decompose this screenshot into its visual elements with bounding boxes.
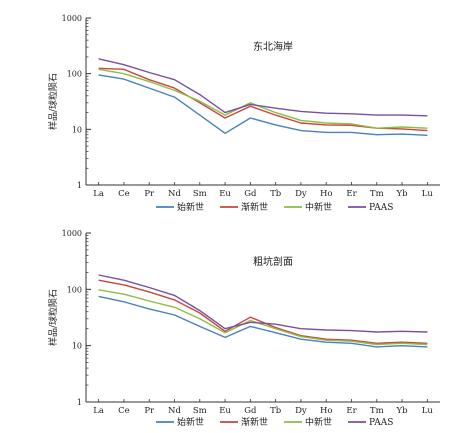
x-tick-label-lu: Lu	[422, 189, 434, 199]
legend-label: 中新世	[305, 201, 332, 213]
series-line-1	[98, 279, 428, 344]
y-axis-label: 样品/球粒陨石	[47, 73, 59, 130]
x-tick-label-gd: Gd	[244, 189, 257, 199]
x-tick-label-tb: Tb	[270, 406, 282, 416]
x-tick-label-lu: Lu	[422, 406, 434, 416]
legend-entry-1: 渐新世	[220, 416, 268, 428]
x-tick-label-nd: Nd	[168, 406, 181, 416]
legend-entry-3: PAAS	[348, 418, 393, 428]
series-line-2	[98, 68, 428, 129]
x-tick-label-sm: Sm	[193, 189, 207, 199]
y-axis-label: 样品/球粒陨石	[47, 289, 59, 346]
x-tick-label-dy: Dy	[295, 406, 307, 416]
legend-entry-1: 渐新世	[220, 201, 268, 213]
legend-label: PAAS	[369, 203, 393, 213]
legend-label: 渐新世	[241, 201, 268, 213]
series-line-2	[98, 289, 428, 346]
legend-entry-2: 中新世	[284, 201, 332, 213]
x-tick-label-sm: Sm	[193, 406, 207, 416]
x-tick-label-yb: Yb	[396, 406, 409, 416]
x-tick-label-tm: Tm	[370, 189, 384, 199]
legend-label: PAAS	[369, 418, 393, 428]
legend-label: 渐新世	[241, 416, 268, 428]
x-tick-label-er: Er	[346, 406, 357, 416]
legend-label: 始新世	[177, 416, 204, 428]
x-tick-label-pr: Pr	[144, 189, 155, 199]
legend-label: 中新世	[305, 416, 332, 428]
x-tick-label-ce: Ce	[118, 406, 130, 416]
x-tick-label-nd: Nd	[168, 189, 181, 199]
legend-entry-0: 始新世	[156, 201, 204, 213]
x-tick-label-ho: Ho	[320, 406, 333, 416]
x-tick-label-eu: Eu	[219, 189, 231, 199]
series-line-3	[98, 58, 428, 117]
x-tick-label-ce: Ce	[118, 189, 130, 199]
y-tick-label: 10	[72, 125, 82, 134]
legend-entry-0: 始新世	[156, 416, 204, 428]
panel-title: 粗坑剖面	[253, 255, 293, 268]
y-tick-label: 1000	[62, 229, 82, 238]
x-tick-label-ho: Ho	[320, 189, 333, 199]
x-tick-label-tb: Tb	[270, 189, 282, 199]
x-tick-label-yb: Yb	[396, 189, 409, 199]
x-tick-label-dy: Dy	[295, 189, 307, 199]
x-tick-label-la: La	[93, 406, 104, 416]
x-tick-label-pr: Pr	[144, 406, 155, 416]
series-line-3	[98, 274, 428, 333]
legend-label: 始新世	[177, 201, 204, 213]
y-tick-label: 1	[77, 398, 82, 407]
y-tick-label: 1	[77, 181, 82, 190]
x-tick-label-gd: Gd	[244, 406, 257, 416]
x-tick-label-eu: Eu	[219, 406, 231, 416]
legend-entry-3: PAAS	[348, 203, 393, 213]
series-line-0	[98, 74, 428, 136]
panel-cukeng-section: 1 10 100 1000 La Ce Pr Nd Sm Eu Gd Tb Dy Ho Er Tm Yb Lu 样品…	[47, 229, 440, 428]
y-tick-label: 100	[67, 285, 82, 294]
panel-title: 东北海岸	[253, 40, 293, 53]
legend-entry-2: 中新世	[284, 416, 332, 428]
x-tick-label-tm: Tm	[370, 406, 384, 416]
panel-northeast-coast: 1 10 100 1000 La Ce Pr Nd Sm Eu Gd Tb Dy Ho Er Tm Yb Lu 样品…	[47, 14, 440, 213]
x-tick-label-la: La	[93, 189, 104, 199]
x-tick-label-er: Er	[346, 189, 357, 199]
series-line-0	[98, 295, 428, 348]
y-tick-label: 1000	[62, 14, 82, 23]
y-tick-label: 10	[72, 342, 82, 351]
y-tick-label: 100	[67, 70, 82, 79]
